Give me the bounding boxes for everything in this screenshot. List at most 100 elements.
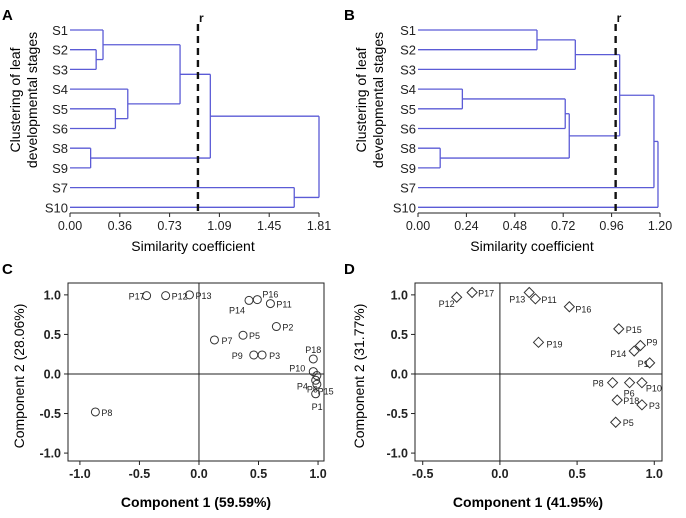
panel-b-x-tick-label-2: 0.48 — [503, 219, 527, 233]
panel-c-y-title: Component 2 (28.06%) — [11, 304, 27, 449]
panel-c-point-p2-label: P2 — [282, 323, 293, 333]
panel-c-point-p12-label: P12 — [172, 292, 188, 302]
panel-d-point-p14-label: P14 — [610, 349, 626, 359]
panel-b-leaf-s4: S4 — [400, 82, 416, 97]
panel-b-leaf-s2: S2 — [400, 43, 416, 58]
panel-a-leaf-s2: S2 — [52, 43, 68, 58]
panel-d-x-tick-label-1: 0.0 — [491, 467, 508, 481]
panel-c-point-p3-label: P3 — [269, 351, 280, 361]
panel-c-x-tick-label-2: 0.0 — [190, 467, 207, 481]
panel-d-point-p1-label: P1 — [638, 359, 649, 369]
panel-c-point-p1-marker — [311, 389, 321, 399]
panel-b-leaf-labels: S1 S2 S3 S4 S5 S6 S8 S9 S7 S10 — [393, 23, 416, 215]
panel-c-point-p16-marker — [252, 295, 262, 305]
panel-b-leaf-s3: S3 — [400, 62, 416, 77]
panel-b-leaf-s5: S5 — [400, 102, 416, 117]
panel-d-plot-frame — [414, 282, 663, 462]
panel-a-cut-line: r — [196, 11, 204, 211]
panel-c-point-p14-marker — [244, 295, 254, 305]
panel-d-point-p6-marker — [623, 376, 636, 389]
panel-d-point-p5-label: P5 — [623, 418, 634, 428]
panel-c-y-tick-label-2: 0.0 — [44, 367, 61, 381]
panel-c-point-p17-marker — [142, 291, 152, 301]
panel-c-ticks: -1.0 -0.5 0.0 0.5 1.0 1.0 0.5 0.0 -0.5 -1.0 — [39, 288, 326, 481]
panel-d-point-p9-label: P9 — [646, 337, 657, 347]
panel-c-point-p2-marker — [271, 322, 281, 332]
panel-b-leaf-s6: S6 — [400, 122, 416, 137]
panel-d-scatter: D Component 2 (31.77%) Component 1 (41.9… — [344, 261, 663, 510]
panel-b-x-tick-label-4: 0.96 — [599, 219, 623, 233]
panel-b-x-tick-label-3: 0.72 — [551, 219, 575, 233]
panel-c-point-p7-marker — [209, 335, 219, 345]
panel-b-cut-line: r — [614, 11, 622, 211]
panel-a-leaf-s5: S5 — [52, 102, 68, 117]
panel-a-letter: A — [2, 7, 13, 24]
panel-d-point-p5-marker — [609, 416, 622, 428]
panel-a-leaf-s3: S3 — [52, 62, 68, 77]
panel-a-x-tick-label-2: 0.73 — [157, 219, 181, 233]
panel-c-point-p5-marker — [238, 330, 248, 340]
panel-a-x-title: Similarity coefficient — [131, 238, 255, 254]
panel-c-point-p14-label: P14 — [229, 305, 245, 315]
panel-c-x-tick-label-4: 1.0 — [309, 467, 326, 481]
panel-c-letter: C — [2, 261, 13, 278]
panel-d-y-tick-label-4: -1.0 — [386, 447, 408, 461]
panel-b-x-tick-label-5: 1.20 — [648, 219, 672, 233]
panel-d-point-p6-label: P6 — [624, 389, 635, 399]
panel-c-plot-frame — [67, 282, 325, 462]
panel-d-point-p18-label: P18 — [623, 396, 639, 406]
panel-b-leaf-s7: S7 — [400, 181, 416, 196]
panel-c-point-p17-label: P17 — [129, 292, 145, 302]
panel-c-point-p4-label: P4 — [297, 382, 308, 392]
panel-d-point-p3-marker — [636, 399, 648, 411]
panel-a-x-tick-label-0: 0.00 — [58, 219, 82, 233]
panel-d-y-title: Component 2 (31.77%) — [351, 304, 367, 449]
panel-a-y-title-line-1: Clustering of leaf — [7, 47, 23, 152]
panel-d-y-tick-label-3: -0.5 — [386, 407, 408, 421]
panel-c-point-p6-marker — [312, 379, 322, 389]
panel-c-y-tick-label-0: 1.0 — [44, 288, 61, 302]
panel-c-point-p6-label: P6 — [307, 384, 318, 394]
panel-b-tree — [418, 29, 659, 208]
panel-d-point-p8-marker — [606, 376, 619, 389]
panel-c-point-p9-marker — [249, 350, 259, 360]
panel-d-point-p10-marker — [636, 376, 648, 389]
panel-d-y-tick-label-0: 1.0 — [391, 288, 408, 302]
panel-b-y-title-line-2: developmental stages — [370, 32, 386, 168]
panel-c-point-p12-marker — [161, 291, 171, 301]
panel-b-cut-label: r — [617, 11, 622, 25]
panel-a-leaf-labels: S1 S2 S3 S4 S5 S6 S8 S9 S7 S10 — [45, 23, 68, 215]
panel-c-x-tick-label-1: -0.5 — [129, 467, 151, 481]
panel-a-leaf-s8: S8 — [52, 141, 68, 156]
panel-a-leaf-s6: S6 — [52, 122, 68, 137]
panel-c-x-tick-label-0: -1.0 — [69, 467, 91, 481]
panel-a-cut-label: r — [199, 11, 204, 25]
panel-b-x-title: Similarity coefficient — [470, 238, 594, 254]
panel-c-scatter: C Component 2 (28.06%) Component 1 (59.5… — [2, 261, 334, 510]
panel-d-points: P12 P17 P13 P11 P16 P15 P19 P9 P14 P1 P8 P6 P10 P18 P3… — [439, 286, 662, 428]
panel-c-point-p16-label: P16 — [262, 290, 278, 300]
panel-a-x-tick-label-5: 1.81 — [307, 219, 331, 233]
panel-d-point-p12-marker — [450, 291, 463, 303]
panel-b-x-tick-label-1: 0.24 — [454, 219, 478, 233]
panel-d-point-p15-marker — [613, 323, 625, 335]
panel-b-leaf-s8: S8 — [400, 141, 416, 156]
panel-d-point-p17-label: P17 — [478, 288, 494, 298]
panel-d-letter: D — [344, 261, 355, 278]
panel-d-point-p10-label: P10 — [646, 384, 662, 394]
panel-d-y-tick-label-1: 0.5 — [391, 328, 408, 342]
panel-d-point-p19-marker — [532, 336, 545, 349]
panel-c-point-p15-marker — [311, 375, 321, 385]
panel-a-x-tick-label-1: 0.36 — [108, 219, 132, 233]
panel-d-y-tick-label-2: 0.0 — [391, 367, 408, 381]
panel-c-point-p5-label: P5 — [249, 331, 260, 341]
panel-d-point-p1-marker — [643, 357, 656, 369]
panel-c-point-p13-label: P13 — [195, 291, 211, 301]
panel-d-point-p15-label: P15 — [626, 325, 642, 335]
panel-a-x-axis: 0.00 0.36 0.73 1.09 1.45 1.81 — [58, 212, 331, 233]
panel-c-y-tick-label-1: 0.5 — [44, 328, 61, 342]
panel-c-point-p11-marker — [265, 299, 275, 309]
panel-d-point-p9-marker — [634, 339, 647, 352]
panel-b-x-tick-label-0: 0.00 — [406, 219, 430, 233]
